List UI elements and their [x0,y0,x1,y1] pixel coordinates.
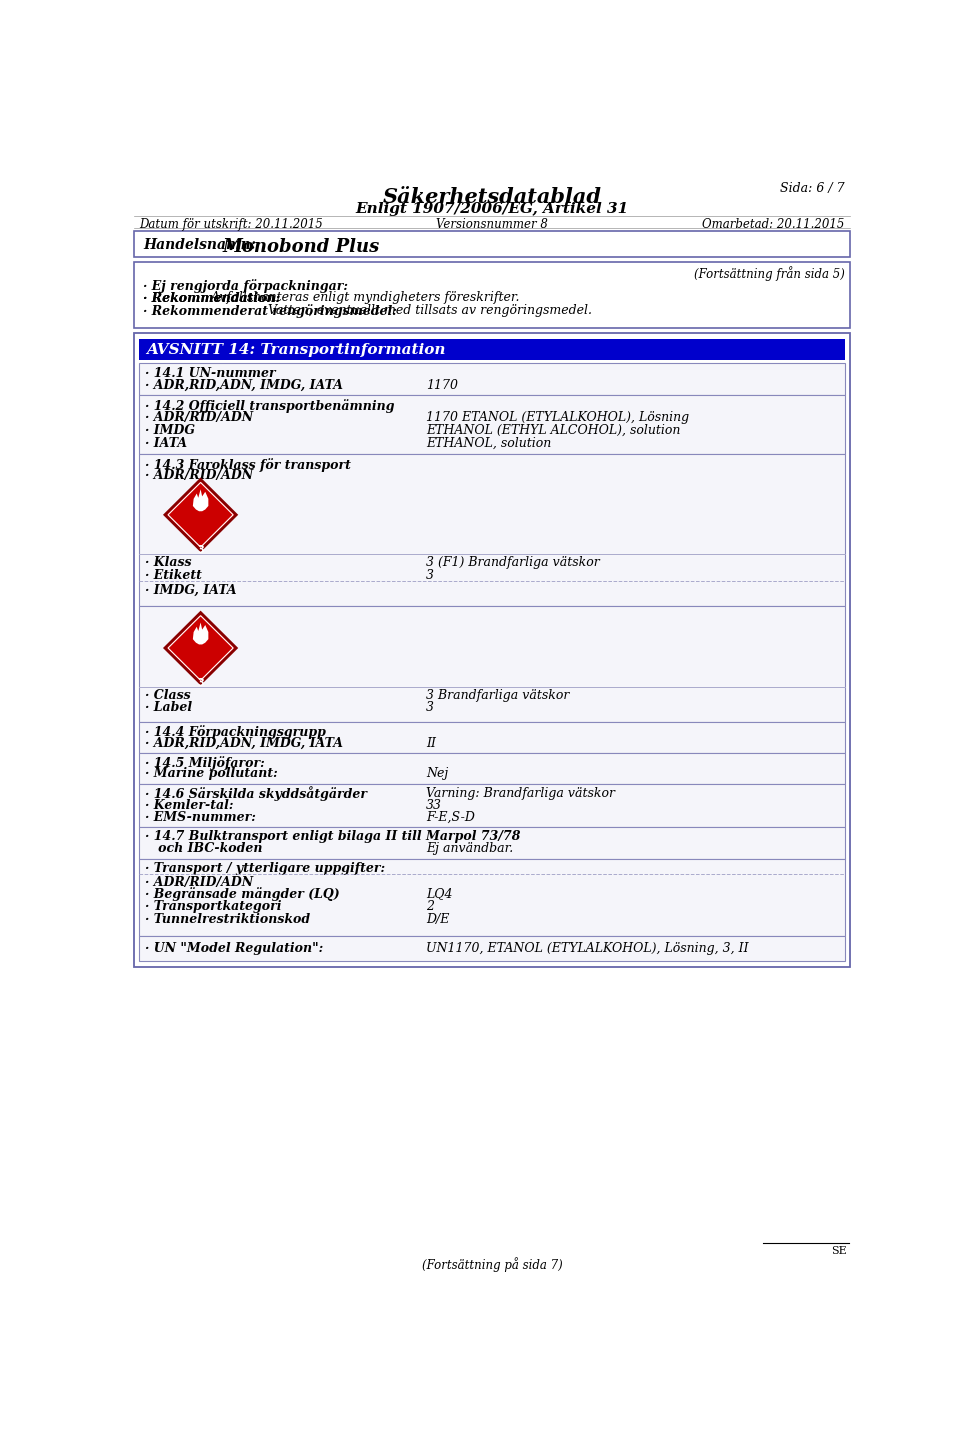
Text: AVSNITT 14: Transportinformation: AVSNITT 14: Transportinformation [146,343,445,357]
Text: Säkerhetsdatablad: Säkerhetsdatablad [382,187,602,206]
Text: · Klass: · Klass [145,556,191,569]
Polygon shape [193,490,208,512]
Text: 3: 3 [426,702,434,715]
Text: · Rekommenderat rengöringsmedel:: · Rekommenderat rengöringsmedel: [143,304,397,317]
Text: · UN "Model Regulation":: · UN "Model Regulation": [145,942,324,955]
Text: 3: 3 [197,545,204,555]
Text: II: II [426,736,436,749]
Text: · 14.7 Bulktransport enligt bilaga II till Marpol 73/78: · 14.7 Bulktransport enligt bilaga II ti… [145,830,520,843]
Text: · Etikett: · Etikett [145,569,202,582]
Text: · Transportkategori: · Transportkategori [145,899,281,912]
Bar [138,784,846,827]
Text: 33: 33 [426,798,443,811]
Text: 3 Brandfarliga vätskor: 3 Brandfarliga vätskor [426,689,569,702]
Text: Sida: 6 / 7: Sida: 6 / 7 [780,182,845,195]
Text: 1170: 1170 [426,379,458,392]
Bar [134,262,850,327]
Text: · Kemler-tal:: · Kemler-tal: [145,798,233,811]
Text: Avfallshanteras enligt myndigheters föreskrifter.: Avfallshanteras enligt myndigheters före… [207,291,519,304]
Bar [138,722,846,752]
Text: · Begränsade mängder (LQ): · Begränsade mängder (LQ) [145,886,340,901]
Text: (Fortsättning på sida 7): (Fortsättning på sida 7) [421,1257,563,1272]
Text: · 14.4 Förpackningsgrupp: · 14.4 Förpackningsgrupp [145,725,325,739]
Text: 3: 3 [197,679,204,687]
Bar [138,937,846,961]
Text: · Rekommendation:: · Rekommendation: [143,291,280,304]
Bar [138,395,846,454]
Text: · IMDG, IATA: · IMDG, IATA [145,584,236,597]
Text: Vatten, eventuellt med tillsats av rengöringsmedel.: Vatten, eventuellt med tillsats av rengö… [264,304,591,317]
Text: · Transport / ytterligare uppgifter:: · Transport / ytterligare uppgifter: [145,862,385,875]
Text: · 14.2 Officiell transportbenämning: · 14.2 Officiell transportbenämning [145,399,395,414]
Bar [138,454,846,607]
Bar [138,607,846,722]
Text: · ADR/RID/ADN: · ADR/RID/ADN [145,876,252,889]
Text: Ej användbar.: Ej användbar. [426,842,514,855]
Bar [138,859,846,937]
Text: · Tunnelrestriktionskod: · Tunnelrestriktionskod [145,914,310,927]
Bar [138,363,846,395]
Text: (Fortsättning från sida 5): (Fortsättning från sida 5) [694,267,845,281]
Text: · ADR/RID/ADN: · ADR/RID/ADN [145,470,252,483]
Bar [138,752,846,784]
Text: Nej: Nej [426,768,448,781]
Text: · ADR,RID,ADN, IMDG, IATA: · ADR,RID,ADN, IMDG, IATA [145,379,343,392]
Polygon shape [165,612,236,683]
Text: · ADR,RID,ADN, IMDG, IATA: · ADR,RID,ADN, IMDG, IATA [145,736,343,749]
Polygon shape [193,623,208,644]
Bar [134,333,850,967]
Text: UN1170, ETANOL (ETYLALKOHOL), Lösning, 3, II: UN1170, ETANOL (ETYLALKOHOL), Lösning, 3… [426,942,749,955]
Text: · 14.1 UN-nummer: · 14.1 UN-nummer [145,367,276,380]
Text: Enligt 1907/2006/EG, Artikel 31: Enligt 1907/2006/EG, Artikel 31 [355,202,629,216]
Text: Handelsnamn:: Handelsnamn: [143,238,256,252]
Text: F-E,S-D: F-E,S-D [426,811,475,824]
Text: ETHANOL (ETHYL ALCOHOL), solution: ETHANOL (ETHYL ALCOHOL), solution [426,424,681,437]
Text: · Rekommendation:: · Rekommendation: [143,291,280,304]
Text: 2: 2 [426,899,434,912]
Text: · Label: · Label [145,702,192,715]
Text: SE: SE [831,1245,847,1255]
Bar [138,339,846,360]
Text: · Rekommendation: Avfallshanteras enligt myndigheters föreskrifter.: · Rekommendation: Avfallshanteras enligt… [143,291,579,304]
Text: 3: 3 [426,569,434,582]
Text: · ADR/RID/ADN: · ADR/RID/ADN [145,411,252,424]
Text: · 14.6 Särskilda skyddsåtgärder: · 14.6 Särskilda skyddsåtgärder [145,787,367,801]
Text: Omarbetad: 20.11.2015: Omarbetad: 20.11.2015 [703,218,845,231]
Text: och IBC-koden: och IBC-koden [145,842,262,855]
Text: Datum för utskrift: 20.11.2015: Datum för utskrift: 20.11.2015 [139,218,324,231]
Text: LQ4: LQ4 [426,886,452,899]
Text: · Ej rengjorda förpackningar:: · Ej rengjorda förpackningar: [143,280,348,293]
Text: 1170 ETANOL (ETYLALKOHOL), Lösning: 1170 ETANOL (ETYLALKOHOL), Lösning [426,411,689,424]
Text: · IMDG: · IMDG [145,424,195,437]
Text: ETHANOL, solution: ETHANOL, solution [426,437,551,450]
Text: Versionsnummer 8: Versionsnummer 8 [436,218,548,231]
Text: Monobond Plus: Monobond Plus [223,238,379,256]
Text: · EMS-nummer:: · EMS-nummer: [145,811,255,824]
Text: · IATA: · IATA [145,437,187,450]
Text: · Class: · Class [145,689,190,702]
Polygon shape [165,480,236,550]
Bar [134,232,850,256]
Text: · 14.5 Miljöfaror:: · 14.5 Miljöfaror: [145,757,265,769]
Text: D/E: D/E [426,914,449,927]
Text: · Marine pollutant:: · Marine pollutant: [145,768,277,781]
Text: 3 (F1) Brandfarliga vätskor: 3 (F1) Brandfarliga vätskor [426,556,600,569]
Text: · 14.3 Faroklass för transport: · 14.3 Faroklass för transport [145,458,350,471]
Bar [138,827,846,859]
Text: Varning: Brandfarliga vätskor: Varning: Brandfarliga vätskor [426,787,615,800]
